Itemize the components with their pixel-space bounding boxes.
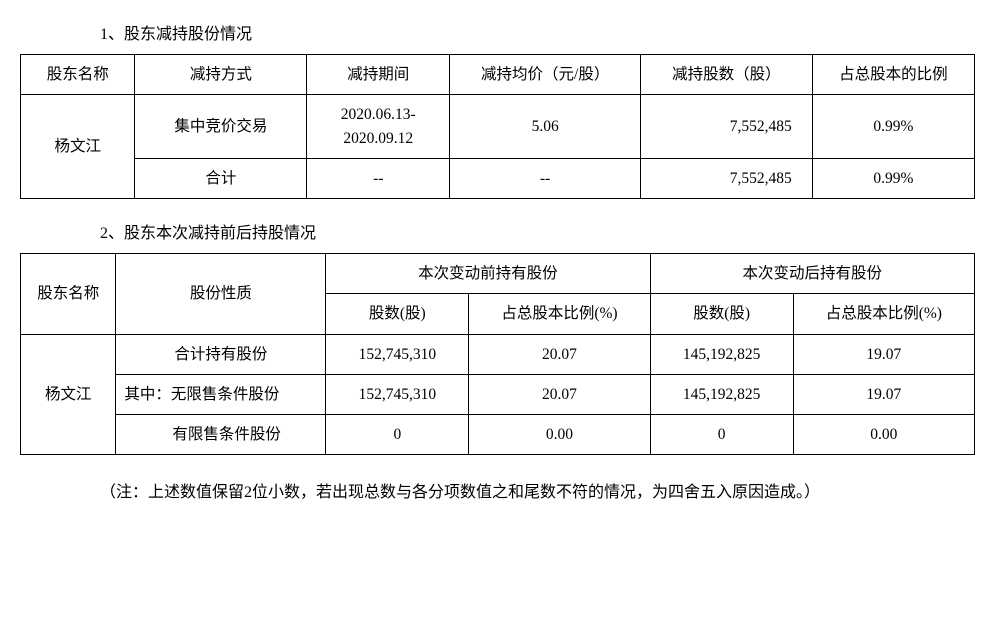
t2-type: 有限售条件股份 bbox=[116, 415, 326, 455]
t1-name: 杨文江 bbox=[21, 95, 135, 199]
section2-title: 2、股东本次减持前后持股情况 bbox=[100, 219, 975, 243]
t2-type: 其中：无限售条件股份 bbox=[116, 374, 326, 414]
t2-h-ar: 占总股本比例(%) bbox=[793, 294, 974, 334]
t2-h-before: 本次变动前持有股份 bbox=[326, 254, 650, 294]
t1-cell: -- bbox=[307, 158, 450, 198]
t2-h-after: 本次变动后持有股份 bbox=[650, 254, 974, 294]
t2-ar: 19.07 bbox=[793, 334, 974, 374]
table1-row: 杨文江 集中竞价交易 2020.06.13-2020.09.12 5.06 7,… bbox=[21, 95, 975, 159]
table2-row: 有限售条件股份 0 0.00 0 0.00 bbox=[21, 415, 975, 455]
t2-ar: 19.07 bbox=[793, 374, 974, 414]
t2-as: 145,192,825 bbox=[650, 334, 793, 374]
table2-row: 杨文江 合计持有股份 152,745,310 20.07 145,192,825… bbox=[21, 334, 975, 374]
t2-h-as: 股数(股) bbox=[650, 294, 793, 334]
t1-cell: 0.99% bbox=[812, 158, 974, 198]
t2-type: 合计持有股份 bbox=[116, 334, 326, 374]
t2-br: 20.07 bbox=[469, 334, 650, 374]
t1-cell: -- bbox=[450, 158, 641, 198]
t1-h5: 减持股数（股） bbox=[641, 55, 813, 95]
t1-method: 集中竞价交易 bbox=[135, 95, 307, 159]
table2-row: 其中：无限售条件股份 152,745,310 20.07 145,192,825… bbox=[21, 374, 975, 414]
table1-row: 合计 -- -- 7,552,485 0.99% bbox=[21, 158, 975, 198]
t2-as: 0 bbox=[650, 415, 793, 455]
t1-shares: 7,552,485 bbox=[641, 95, 813, 159]
table2-header1: 股东名称 股份性质 本次变动前持有股份 本次变动后持有股份 bbox=[21, 254, 975, 294]
t1-h3: 减持期间 bbox=[307, 55, 450, 95]
section1-title: 1、股东减持股份情况 bbox=[100, 20, 975, 44]
t2-name: 杨文江 bbox=[21, 334, 116, 455]
t2-br: 0.00 bbox=[469, 415, 650, 455]
t1-period: 2020.06.13-2020.09.12 bbox=[307, 95, 450, 159]
t2-h-name: 股东名称 bbox=[21, 254, 116, 335]
t1-h2: 减持方式 bbox=[135, 55, 307, 95]
t1-h4: 减持均价（元/股） bbox=[450, 55, 641, 95]
t1-h6: 占总股本的比例 bbox=[812, 55, 974, 95]
t1-ratio: 0.99% bbox=[812, 95, 974, 159]
t2-ar: 0.00 bbox=[793, 415, 974, 455]
t1-price: 5.06 bbox=[450, 95, 641, 159]
t2-bs: 0 bbox=[326, 415, 469, 455]
t1-total: 合计 bbox=[135, 158, 307, 198]
t2-h-bs: 股数(股) bbox=[326, 294, 469, 334]
t1-h1: 股东名称 bbox=[21, 55, 135, 95]
table1-header: 股东名称 减持方式 减持期间 减持均价（元/股） 减持股数（股） 占总股本的比例 bbox=[21, 55, 975, 95]
t2-bs: 152,745,310 bbox=[326, 374, 469, 414]
footnote: （注：上述数值保留2位小数，若出现总数与各分项数值之和尾数不符的情况，为四舍五入… bbox=[100, 475, 935, 510]
table2: 股东名称 股份性质 本次变动前持有股份 本次变动后持有股份 股数(股) 占总股本… bbox=[20, 253, 975, 455]
table1: 股东名称 减持方式 减持期间 减持均价（元/股） 减持股数（股） 占总股本的比例… bbox=[20, 54, 975, 199]
t2-h-br: 占总股本比例(%) bbox=[469, 294, 650, 334]
t2-bs: 152,745,310 bbox=[326, 334, 469, 374]
t2-br: 20.07 bbox=[469, 374, 650, 414]
t1-cell: 7,552,485 bbox=[641, 158, 813, 198]
t2-as: 145,192,825 bbox=[650, 374, 793, 414]
t2-h-type: 股份性质 bbox=[116, 254, 326, 335]
